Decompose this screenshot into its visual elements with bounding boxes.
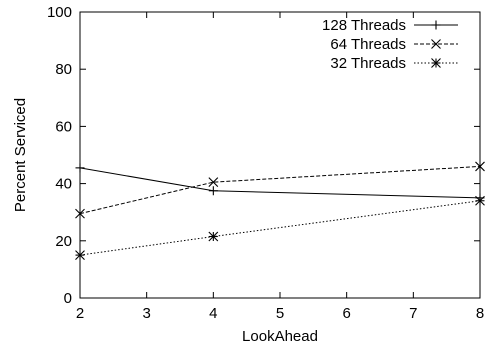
x-tick-label: 4 — [209, 305, 217, 322]
legend-label: 32 Threads — [330, 55, 406, 72]
x-tick-label: 7 — [409, 305, 417, 322]
data-point — [75, 163, 85, 173]
x-tick-label: 6 — [342, 305, 350, 322]
marker-stroke — [75, 250, 85, 260]
marker-stroke — [431, 58, 441, 68]
data-point — [475, 195, 485, 206]
legend-item: 128 Threads — [322, 17, 458, 34]
data-point — [431, 39, 441, 49]
y-tick-label: 60 — [55, 118, 72, 135]
plot-frame — [79, 11, 481, 299]
y-tick-label: 100 — [47, 4, 72, 21]
marker-stroke — [208, 177, 219, 188]
data-point — [208, 177, 219, 188]
y-tick-label: 0 — [64, 290, 72, 307]
data-point — [431, 20, 441, 30]
marker-stroke — [475, 161, 485, 172]
y-axis-label: Percent Serviced — [12, 98, 29, 212]
data-point — [431, 58, 441, 68]
data-point — [208, 231, 219, 242]
series-line — [79, 167, 481, 199]
series-layer — [75, 161, 485, 260]
marker-stroke — [431, 39, 441, 49]
x-axis-label: LookAhead — [242, 328, 318, 345]
legend-label: 64 Threads — [330, 36, 406, 53]
x-tick-label: 8 — [476, 305, 484, 322]
legend: 128 Threads 64 Threads 32 Threads — [322, 17, 458, 72]
x-tick-label: 3 — [142, 305, 150, 322]
data-point — [475, 161, 485, 172]
y-tick-label: 80 — [55, 61, 72, 78]
data-point — [208, 186, 218, 196]
x-tick-label: 5 — [276, 305, 284, 322]
series-3 — [75, 195, 485, 260]
marker-stroke — [208, 231, 219, 242]
legend-item: 32 Threads — [330, 55, 458, 72]
y-tick-label: 40 — [55, 176, 72, 193]
series-line — [79, 200, 481, 256]
data-point — [75, 250, 85, 260]
series-2 — [75, 161, 485, 219]
marker-stroke — [75, 208, 85, 219]
series-1 — [75, 163, 485, 203]
series-line — [79, 165, 481, 215]
legend-item: 64 Threads — [330, 36, 458, 53]
axis-ticks — [79, 11, 481, 299]
x-tick-label: 2 — [76, 305, 84, 322]
data-point — [75, 208, 85, 219]
marker-stroke — [475, 195, 485, 206]
legend-label: 128 Threads — [322, 17, 406, 34]
y-tick-label: 20 — [55, 233, 72, 250]
